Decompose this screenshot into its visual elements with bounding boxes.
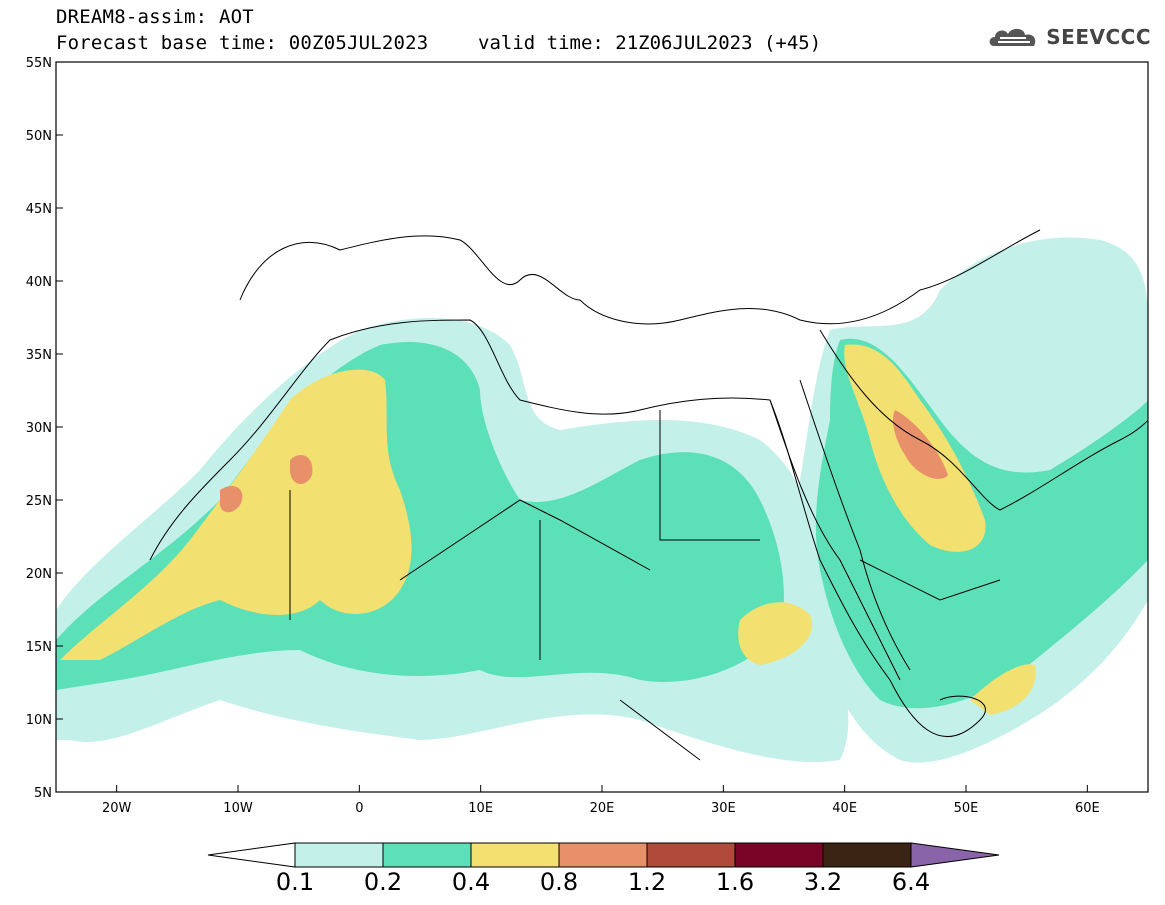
lon-label: 50E <box>954 801 979 816</box>
colorbar-swatch <box>382 842 472 868</box>
lat-label: 35N <box>26 348 52 363</box>
lat-label: 5N <box>34 786 52 801</box>
colorbar-swatch <box>470 842 560 868</box>
valid-time: valid time: 21Z06JUL2023 (+45) <box>478 32 822 54</box>
aot-contour-atlantic-high <box>60 369 412 660</box>
colorbar-swatch <box>822 842 912 868</box>
colorbar-label: 1.2 <box>627 868 667 896</box>
border-lines <box>289 410 1001 761</box>
lat-label: 40N <box>26 275 52 290</box>
colorbar-swatch <box>734 842 824 868</box>
europe-coastline <box>239 229 1041 325</box>
africa-coastline <box>149 319 986 738</box>
lat-label: 10N <box>26 713 52 728</box>
colorbar-swatch <box>558 842 648 868</box>
lat-label: 15N <box>26 640 52 655</box>
lat-label: 20N <box>26 567 52 582</box>
lon-label: 10W <box>223 801 253 816</box>
colorbar-over-triangle <box>910 842 1000 868</box>
colorbar-label: 0.1 <box>275 868 315 896</box>
lat-label: 55N <box>26 56 52 71</box>
colorbar-swatch <box>294 842 384 868</box>
lat-label: 45N <box>26 202 52 217</box>
aot-contour-horn-high <box>970 664 1036 715</box>
red-sea-coast-east <box>799 379 911 671</box>
lon-label: 30E <box>711 801 736 816</box>
aot-field <box>56 237 1148 763</box>
lon-label: 20E <box>590 801 615 816</box>
aot-contour-atlantic-peak-2 <box>219 485 243 513</box>
lon-label: 20W <box>102 801 132 816</box>
colorbar <box>207 842 1000 868</box>
colorbar-label: 6.4 <box>891 868 931 896</box>
colorbar-label: 3.2 <box>803 868 843 896</box>
latitude-axis: 55N 50N 45N 40N 35N 30N 25N 20N 15N 10N 5N <box>26 56 63 801</box>
colorbar-label: 0.2 <box>363 868 403 896</box>
aot-contour-sudan-high <box>738 602 812 665</box>
lat-label: 50N <box>26 129 52 144</box>
map-title: DREAM8-assim: AOT <box>56 6 254 28</box>
aot-contour-atlantic-peak-1 <box>290 455 313 485</box>
colorbar-swatch <box>646 842 736 868</box>
lat-label: 25N <box>26 494 52 509</box>
lon-label: 0 <box>355 801 363 816</box>
colorbar-label: 0.4 <box>451 868 491 896</box>
colorbar-label: 0.8 <box>539 868 579 896</box>
logo-text: SEEVCCC <box>1046 25 1151 49</box>
colorbar-under-triangle <box>207 842 296 868</box>
aot-contour-arabia-peak <box>893 410 948 479</box>
arabia-coastline <box>819 329 1148 511</box>
lat-label: 30N <box>26 421 52 436</box>
longitude-axis: 20W 10W 0 10E 20E 30E 40E 50E 60E <box>102 785 1100 816</box>
red-sea-coast <box>769 399 901 681</box>
seevccc-logo: SEEVCCC <box>988 24 1151 50</box>
lon-label: 10E <box>468 801 493 816</box>
coastlines-borders <box>149 229 1148 761</box>
forecast-base-time: Forecast base time: 00Z05JUL2023 <box>56 32 429 54</box>
lon-label: 40E <box>832 801 857 816</box>
colorbar-label: 1.6 <box>715 868 755 896</box>
lon-label: 60E <box>1075 801 1100 816</box>
cloud-logo-icon <box>989 28 1036 46</box>
